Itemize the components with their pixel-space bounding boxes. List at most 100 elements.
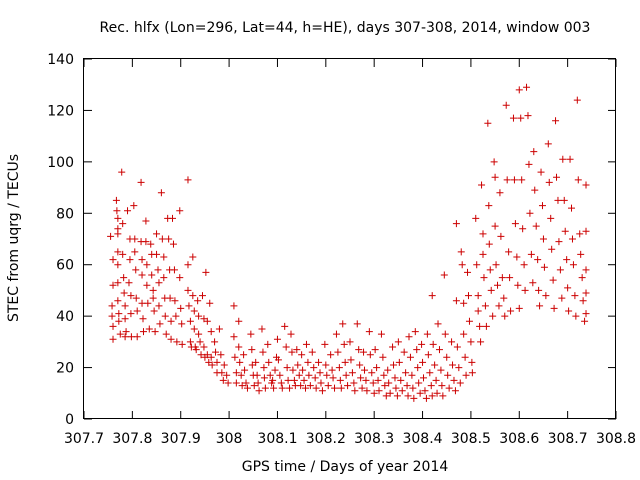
data-point (389, 343, 397, 351)
data-point (538, 202, 546, 210)
data-point (374, 376, 382, 384)
data-point (445, 384, 453, 392)
data-point (176, 207, 184, 215)
data-point (569, 261, 577, 269)
data-point (114, 214, 122, 222)
data-point (160, 274, 168, 282)
data-point (578, 274, 586, 282)
data-point (167, 317, 175, 325)
data-point (397, 376, 405, 384)
data-point (286, 384, 294, 392)
data-point (550, 304, 558, 312)
data-point (539, 235, 547, 243)
data-point (564, 284, 572, 292)
data-point (322, 361, 330, 369)
data-point (525, 160, 533, 168)
data-point (242, 379, 250, 387)
data-point (347, 356, 355, 364)
data-point (473, 261, 481, 269)
data-point (294, 361, 302, 369)
data-point (184, 176, 192, 184)
data-point (302, 384, 310, 392)
data-point (271, 366, 279, 374)
data-point (235, 317, 243, 325)
data-point (248, 346, 256, 354)
data-point (435, 346, 443, 354)
data-point (563, 256, 571, 264)
data-point (380, 371, 388, 379)
data-point (468, 358, 476, 366)
y-axis-label: STEC from uqrg / TECUs (6, 154, 22, 322)
data-point (203, 317, 211, 325)
data-point (537, 168, 545, 176)
data-point (353, 320, 361, 328)
data-point (534, 256, 542, 264)
data-point (489, 312, 497, 320)
data-point (118, 168, 126, 176)
data-point (138, 271, 146, 279)
data-point (495, 302, 503, 310)
data-point (530, 148, 538, 156)
data-point (143, 261, 151, 269)
data-point (284, 376, 292, 384)
x-tick-label: 308.7 (548, 431, 588, 447)
data-point (548, 245, 556, 253)
data-point (503, 176, 511, 184)
data-point (491, 222, 499, 230)
data-point (143, 281, 151, 289)
y-tick-label: 20 (56, 361, 74, 377)
data-point (217, 351, 225, 359)
data-point (554, 196, 562, 204)
chart-title: Rec. hlfx (Lon=296, Lat=44, h=HE), days … (100, 20, 591, 36)
data-point (416, 389, 424, 397)
data-point (509, 114, 517, 122)
data-point (357, 374, 365, 382)
data-point (300, 376, 308, 384)
data-point (472, 214, 480, 222)
data-point (565, 307, 573, 315)
data-point (540, 263, 548, 271)
data-point (299, 366, 307, 374)
x-tick-label: 308.1 (257, 431, 297, 447)
data-point (212, 348, 220, 356)
data-point (498, 274, 506, 282)
data-point (419, 358, 427, 366)
data-point (154, 266, 162, 274)
data-point (572, 312, 580, 320)
data-point (506, 274, 514, 282)
data-point (467, 338, 475, 346)
data-point (449, 361, 457, 369)
data-point (505, 248, 513, 256)
data-point (305, 371, 313, 379)
plot-frame (83, 58, 616, 419)
data-point (566, 155, 574, 163)
data-point (432, 376, 440, 384)
data-point (171, 297, 179, 305)
data-point (384, 366, 392, 374)
data-point (582, 289, 590, 297)
data-point (568, 204, 576, 212)
data-point (112, 196, 120, 204)
data-point (403, 382, 411, 390)
x-tick-label: 308.3 (354, 431, 394, 447)
data-point (336, 376, 344, 384)
data-point (120, 289, 128, 297)
data-point (513, 253, 521, 261)
data-point (153, 250, 161, 258)
data-point (160, 253, 168, 261)
data-point (390, 361, 398, 369)
data-point (468, 369, 476, 377)
data-point (535, 286, 543, 294)
data-point (218, 369, 226, 377)
data-point (149, 286, 157, 294)
data-point (375, 387, 383, 395)
data-point (133, 333, 141, 341)
data-point (511, 220, 519, 228)
x-tick-label: 308.8 (596, 431, 636, 447)
data-point (440, 271, 448, 279)
data-point (398, 387, 406, 395)
data-point (176, 274, 184, 282)
data-point (138, 256, 146, 264)
data-point (277, 379, 285, 387)
data-point (431, 361, 439, 369)
